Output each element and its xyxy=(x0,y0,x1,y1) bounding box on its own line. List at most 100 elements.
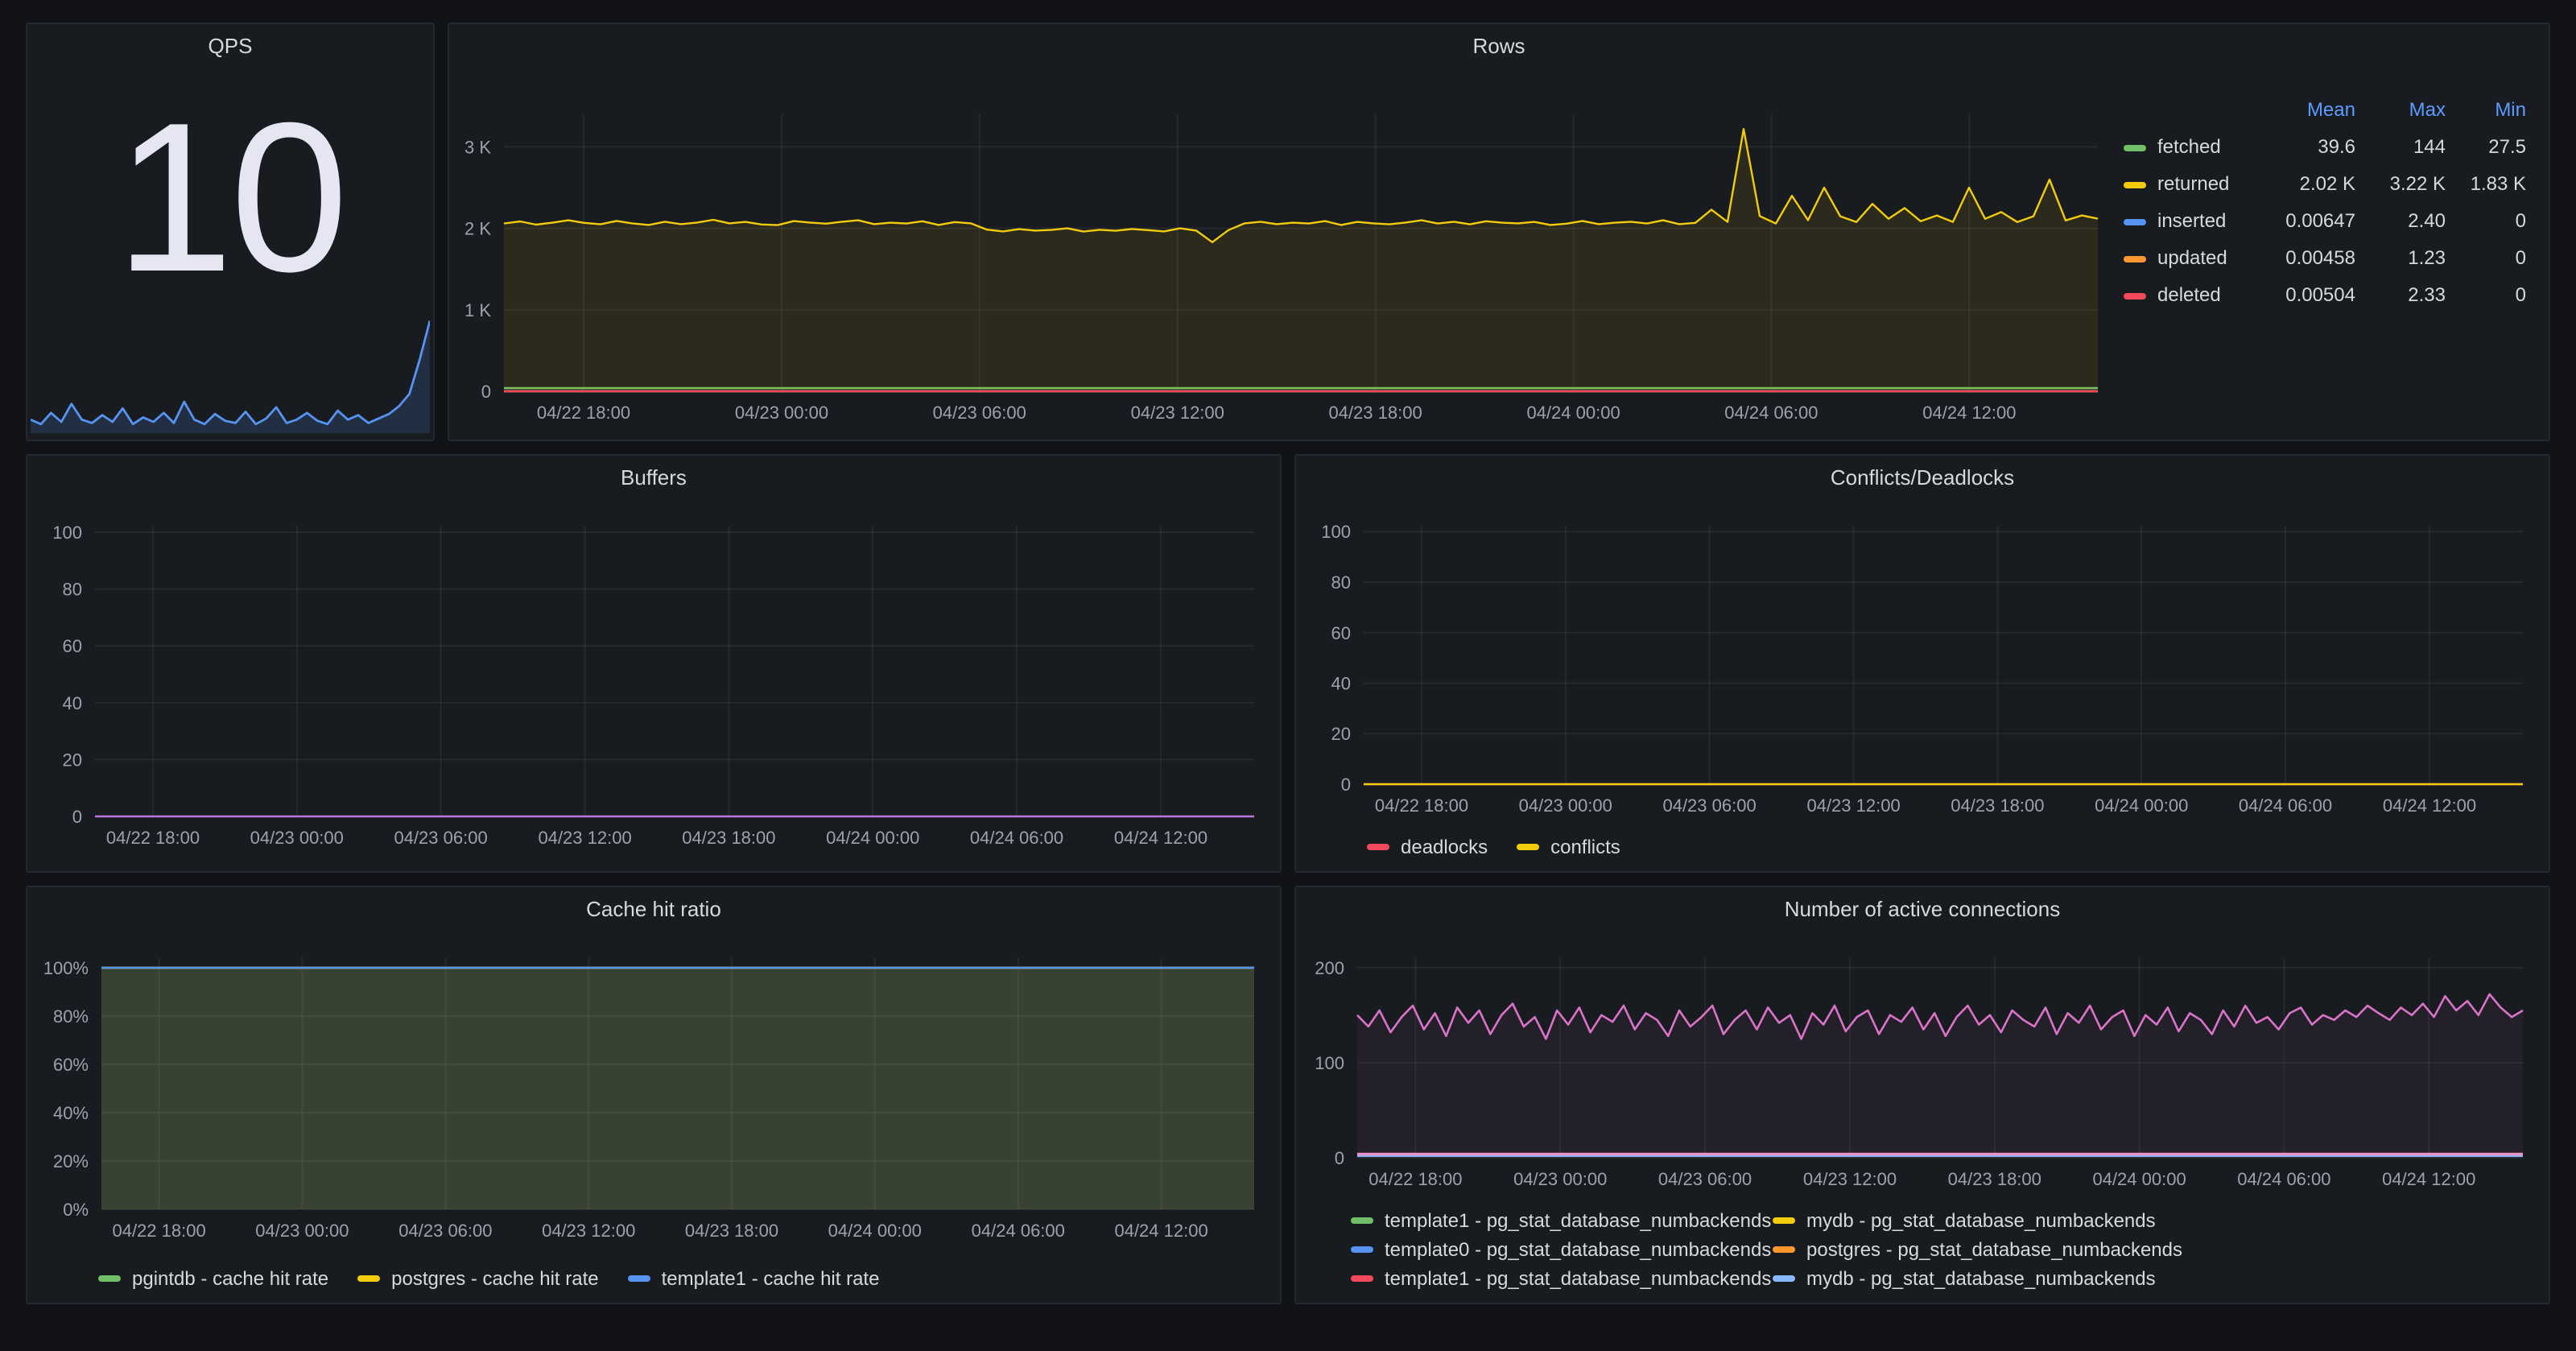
legend-item-postgres-numbackends[interactable]: postgres - pg_stat_database_numbackends xyxy=(1773,1238,2536,1261)
y-tick-label: 0 xyxy=(1341,775,1351,795)
buffers-svg: 0 20 40 60 80 100 04/22 18:00 04/23 00:00 04/23 … xyxy=(52,523,1254,848)
legend-item-template0-numbackends[interactable]: template0 - pg_stat_database_numbackends xyxy=(1351,1238,1773,1261)
x-tick-label: 04/24 00:00 xyxy=(826,828,919,848)
legend-label: inserted xyxy=(2157,209,2227,232)
series-line xyxy=(503,128,2099,243)
series-color-swatch xyxy=(1517,844,1540,850)
legend-item-returned[interactable]: returned xyxy=(2124,166,2252,203)
y-tick-label: 80 xyxy=(1331,572,1351,593)
panel-rows: Rows 0 1 K 2 K 3 K 04/22 18:00 04/23 00:00 04/… xyxy=(448,23,2550,441)
series-fill xyxy=(101,968,1254,1209)
x-tick-label: 04/23 18:00 xyxy=(682,828,775,848)
x-tick-label: 04/24 06:00 xyxy=(970,828,1063,848)
legend-min-value: 1.83 K xyxy=(2470,172,2526,195)
qps-sparkline[interactable] xyxy=(30,304,431,436)
x-tick-label: 04/23 18:00 xyxy=(685,1221,778,1241)
x-tick-label: 04/22 18:00 xyxy=(1375,795,1468,816)
legend-item-template1-numbackends[interactable]: template1 - pg_stat_database_numbackends xyxy=(1351,1209,1773,1232)
legend-item-mydb-numbackends[interactable]: mydb - pg_stat_database_numbackends xyxy=(1773,1209,2536,1232)
buffers-panel-title[interactable]: Buffers xyxy=(621,465,687,490)
legend-label: returned xyxy=(2157,172,2230,195)
legend-item-fetched[interactable]: fetched xyxy=(2124,129,2252,166)
legend-min-value: 0 xyxy=(2515,209,2526,232)
x-tick-label: 04/23 00:00 xyxy=(1513,1169,1607,1189)
series-color-swatch xyxy=(1351,1275,1373,1282)
series-color-swatch xyxy=(2124,292,2146,299)
y-tick-label: 1 K xyxy=(464,300,491,320)
legend-header-spacer xyxy=(2124,92,2252,129)
y-tick-label: 20 xyxy=(63,750,82,770)
x-tick-label: 04/24 00:00 xyxy=(2095,795,2188,816)
x-tick-label: 04/23 12:00 xyxy=(1803,1169,1897,1189)
buffers-chart[interactable]: 0 20 40 60 80 100 04/22 18:00 04/23 00:00 04/23 … xyxy=(27,501,1280,871)
x-tick-label: 04/23 00:00 xyxy=(735,403,828,423)
x-tick-label: 04/23 00:00 xyxy=(255,1221,349,1241)
panel-qps: QPS 10 xyxy=(26,23,435,441)
legend-header-max[interactable]: Max xyxy=(2409,98,2446,121)
legend-item-inserted[interactable]: inserted xyxy=(2124,203,2252,240)
y-tick-label: 100% xyxy=(43,958,89,978)
series-color-swatch xyxy=(2124,255,2146,262)
x-tick-label: 04/22 18:00 xyxy=(1368,1169,1462,1189)
legend-mean-value: 0.00458 xyxy=(2285,246,2355,269)
rows-chart[interactable]: 0 1 K 2 K 3 K 04/22 18:00 04/23 00:00 04/23 06… xyxy=(449,69,2117,440)
panel-buffers: Buffers 0 20 40 60 80 100 04/22 18:00 04/23 00:… xyxy=(26,454,1282,873)
x-tick-label: 04/24 00:00 xyxy=(828,1221,922,1241)
legend-max-value: 3.22 K xyxy=(2389,172,2446,195)
x-tick-label: 04/23 06:00 xyxy=(1662,795,1756,816)
y-tick-label: 100 xyxy=(1321,522,1351,542)
connections-svg: 0 100 200 04/22 18:00 04/23 00:00 04/23 06:00… xyxy=(1315,958,2524,1189)
legend-label: template1 - pg_stat_database_numbackends xyxy=(1385,1267,1772,1290)
connections-chart[interactable]: 0 100 200 04/22 18:00 04/23 00:00 04/23 06:00… xyxy=(1296,932,2549,1206)
legend-label: deleted xyxy=(2157,283,2221,306)
y-tick-label: 80 xyxy=(63,580,82,600)
legend-item-updated[interactable]: updated xyxy=(2124,240,2252,277)
series-line xyxy=(30,320,431,426)
x-tick-label: 04/23 18:00 xyxy=(1948,1169,2041,1189)
legend-min-value: 27.5 xyxy=(2488,135,2526,158)
y-tick-label: 0% xyxy=(63,1200,89,1220)
qps-svg xyxy=(30,320,431,433)
y-tick-label: 20 xyxy=(1331,724,1351,744)
x-tick-label: 04/23 12:00 xyxy=(1806,795,1900,816)
legend-label: deadlocks xyxy=(1401,836,1488,858)
legend-item-deleted[interactable]: deleted xyxy=(2124,277,2252,314)
connections-panel-title[interactable]: Number of active connections xyxy=(1784,897,2061,921)
rows-legend-table: Mean Max Min fetched 39.6 144 27.5 retur… xyxy=(2117,69,2549,440)
x-tick-label: 04/23 18:00 xyxy=(1951,795,2044,816)
x-tick-label: 04/23 00:00 xyxy=(1519,795,1612,816)
qps-panel-title[interactable]: QPS xyxy=(208,34,253,58)
x-tick-label: 04/24 12:00 xyxy=(2383,795,2476,816)
legend-item-mydb-numbackends-2[interactable]: mydb - pg_stat_database_numbackends xyxy=(1773,1267,2536,1290)
series-color-swatch xyxy=(2124,144,2146,151)
panel-active-connections: Number of active connections 0 100 200 04/2… xyxy=(1294,886,2550,1304)
series-fill xyxy=(101,968,1254,1209)
y-tick-label: 0 xyxy=(72,807,82,827)
cache-panel-title[interactable]: Cache hit ratio xyxy=(586,897,721,921)
legend-mean-value: 0.00647 xyxy=(2285,209,2355,232)
y-tick-label: 40 xyxy=(63,693,82,713)
series-color-swatch xyxy=(98,1275,121,1282)
conflicts-chart[interactable]: 0 20 40 60 80 100 04/22 18:00 04/23 00:00 04/23 … xyxy=(1296,501,2549,832)
legend-item-conflicts[interactable]: conflicts xyxy=(1517,836,1620,858)
x-tick-label: 04/23 12:00 xyxy=(542,1221,635,1241)
legend-header-mean[interactable]: Mean xyxy=(2306,98,2355,121)
cache-chart[interactable]: 0% 20% 40% 60% 80% 100% 04/22 18:00 04/23 00:00… xyxy=(27,932,1280,1264)
x-tick-label: 04/24 06:00 xyxy=(972,1221,1065,1241)
legend-mean-value: 2.02 K xyxy=(2299,172,2355,195)
legend-header-min[interactable]: Min xyxy=(2495,98,2526,121)
x-tick-label: 04/24 06:00 xyxy=(1724,403,1818,423)
x-tick-label: 04/23 12:00 xyxy=(538,828,631,848)
conflicts-panel-title[interactable]: Conflicts/Deadlocks xyxy=(1830,465,2015,490)
legend-max-value: 2.40 xyxy=(2408,209,2446,232)
rows-panel-title[interactable]: Rows xyxy=(1472,34,1525,58)
legend-item-template1-numbackends-2[interactable]: template1 - pg_stat_database_numbackends xyxy=(1351,1267,1773,1290)
cache-legend: pgintdb - cache hit rate postgres - cach… xyxy=(27,1264,1280,1303)
legend-item-postgres[interactable]: postgres - cache hit rate xyxy=(357,1267,599,1290)
legend-item-template1[interactable]: template1 - cache hit rate xyxy=(627,1267,879,1290)
x-tick-label: 04/24 00:00 xyxy=(2092,1169,2186,1189)
legend-item-deadlocks[interactable]: deadlocks xyxy=(1367,836,1488,858)
legend-item-pgintdb[interactable]: pgintdb - cache hit rate xyxy=(98,1267,328,1290)
x-tick-label: 04/22 18:00 xyxy=(106,828,200,848)
legend-label: mydb - pg_stat_database_numbackends xyxy=(1806,1267,2156,1290)
